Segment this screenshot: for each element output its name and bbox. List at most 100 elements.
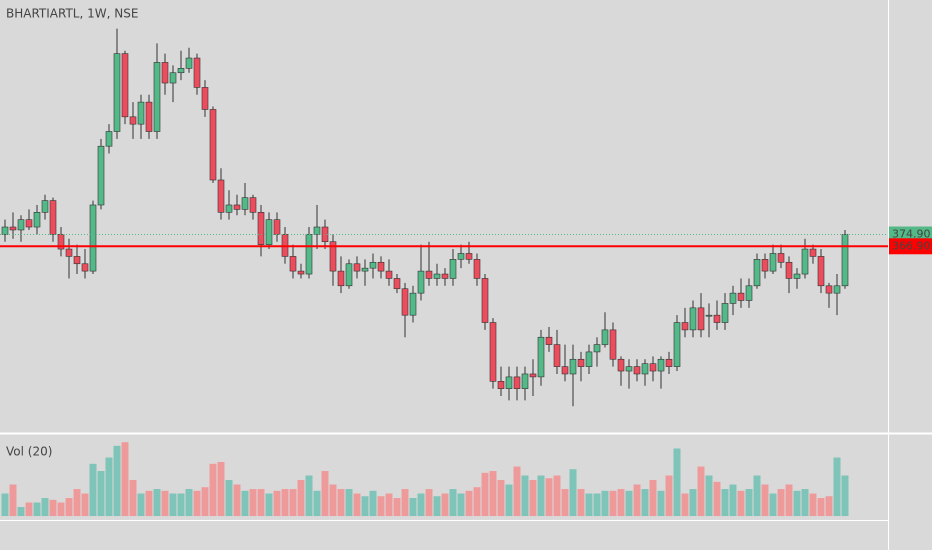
candle-body (625, 366, 633, 372)
volume-bar (177, 493, 185, 517)
candle-body (297, 270, 305, 275)
candle-body (785, 261, 793, 279)
candle-body (25, 219, 33, 228)
candle-body (137, 101, 145, 125)
volume-bar (681, 493, 689, 517)
volume-bar (497, 480, 505, 517)
candle-body (121, 53, 129, 118)
volume-bar (425, 489, 433, 517)
candle-body (105, 131, 113, 147)
volume-bar (441, 493, 449, 517)
candle-body (377, 261, 385, 272)
volume-title: Vol (20) (6, 445, 52, 459)
volume-bar (337, 489, 345, 517)
volume-bar (721, 489, 729, 517)
volume-bar (545, 478, 553, 517)
volume-bar (121, 442, 129, 517)
candle-body (257, 212, 265, 245)
candle-body (529, 373, 537, 378)
candle-body (49, 200, 57, 235)
candle-body (153, 62, 161, 132)
candle-body (337, 270, 345, 287)
candle-body (753, 259, 761, 287)
candle-body (705, 314, 713, 317)
candle-body (489, 322, 497, 382)
candle-body (425, 270, 433, 279)
volume-bar (649, 480, 657, 517)
candle-body (649, 363, 657, 372)
volume-bar (777, 489, 785, 517)
volume-bar (361, 496, 369, 517)
volume-bar (641, 489, 649, 517)
volume-bar (633, 484, 641, 517)
candle-body (89, 204, 97, 272)
volume-bar (49, 499, 57, 517)
volume-bar (409, 498, 417, 517)
volume-bar (825, 496, 833, 517)
volume-bar (313, 490, 321, 517)
volume-bar (841, 475, 849, 517)
candle-body (537, 336, 545, 378)
candle-body (617, 358, 625, 372)
candle-body (217, 179, 225, 213)
candle-body (809, 248, 817, 257)
volume-bar (769, 493, 777, 517)
candle-body (345, 263, 353, 287)
price-label: 366.90 (892, 239, 931, 252)
candle-body (409, 292, 417, 316)
candle-body (17, 219, 25, 231)
candle-body (609, 329, 617, 360)
volume-bar (201, 487, 209, 517)
candle-body (433, 273, 441, 279)
volume-bar (561, 489, 569, 517)
volume-bar (289, 489, 297, 517)
candle-body (361, 267, 369, 272)
volume-bar (1, 493, 9, 517)
volume-bar (33, 502, 41, 517)
candle-body (513, 376, 521, 389)
candle-body (9, 226, 17, 231)
price-label: 374.90 (892, 228, 931, 241)
candle-body (465, 253, 473, 260)
candle-body (801, 248, 809, 275)
volume-bar (809, 493, 817, 517)
candle-body (169, 72, 177, 84)
price-label-box (889, 238, 932, 255)
volume-bar (209, 463, 217, 517)
candle-body (841, 234, 849, 287)
candle-body (417, 270, 425, 294)
candle-body (129, 116, 137, 125)
volume-bar (577, 489, 585, 517)
volume-bar (593, 493, 601, 517)
volume-bar (785, 484, 793, 517)
volume-bar (185, 489, 193, 517)
volume-bar (817, 498, 825, 517)
candle-body (305, 234, 313, 275)
candle-body (825, 285, 833, 294)
volume-bar (193, 490, 201, 517)
candle-body (569, 358, 577, 375)
candle-body (473, 259, 481, 279)
volume-bar (281, 489, 289, 517)
candle-body (585, 351, 593, 367)
candle-body (113, 53, 121, 132)
volume-bar (537, 475, 545, 517)
volume-bar (481, 472, 489, 517)
volume-bar (273, 490, 281, 517)
volume-bar (241, 490, 249, 517)
candle-body (233, 204, 241, 210)
candle-body (33, 212, 41, 228)
volume-bar (713, 481, 721, 517)
volume-bar (705, 475, 713, 517)
volume-bar (609, 490, 617, 517)
volume-bar (145, 490, 153, 517)
candle-body (553, 344, 561, 367)
volume-bar (745, 489, 753, 517)
candle-body (721, 303, 729, 323)
candle-body (265, 219, 273, 245)
candle-body (41, 200, 49, 213)
volume-bar (81, 493, 89, 517)
candle-body (505, 376, 513, 389)
